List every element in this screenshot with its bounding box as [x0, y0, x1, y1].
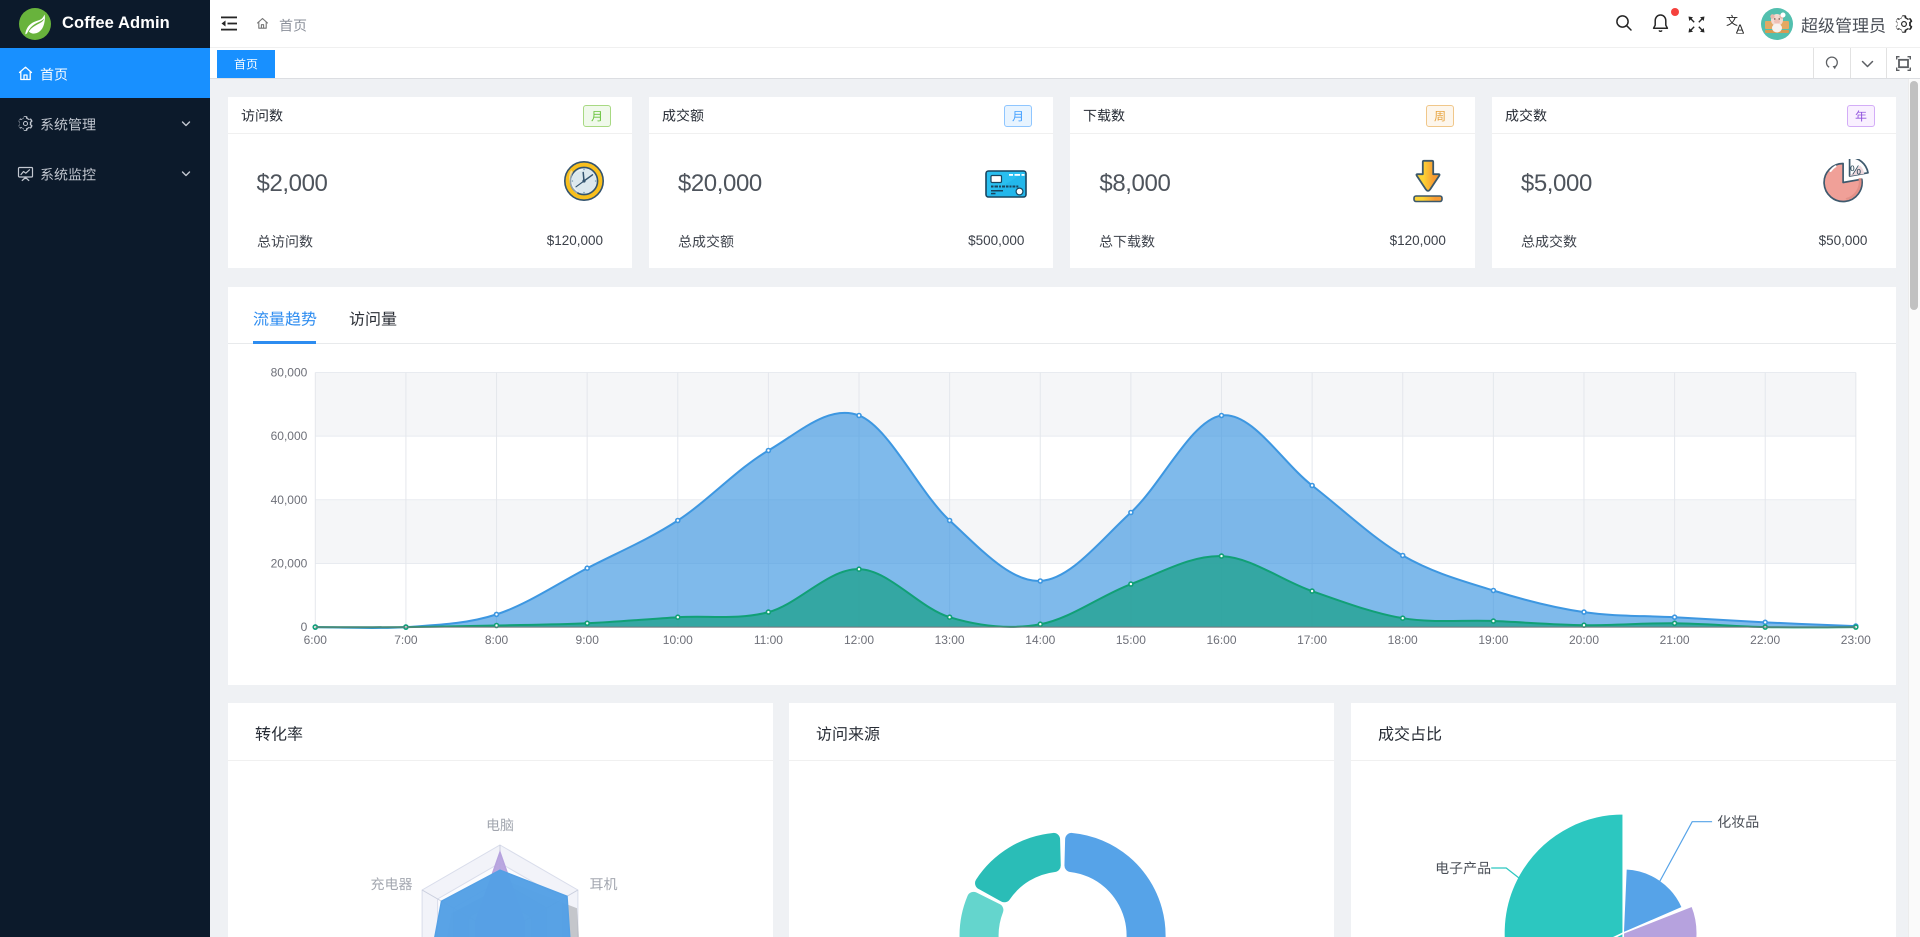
svg-text:23:00: 23:00	[1840, 633, 1870, 647]
svg-text:16:00: 16:00	[1206, 633, 1236, 647]
svg-text:11:00: 11:00	[753, 633, 782, 647]
svg-text:20,000: 20,000	[270, 556, 307, 570]
svg-text:22:00: 22:00	[1750, 633, 1780, 647]
svg-text:19:00: 19:00	[1478, 633, 1508, 647]
svg-text:0: 0	[300, 620, 307, 634]
svg-text:21:00: 21:00	[1659, 633, 1689, 647]
svg-text:13:00: 13:00	[934, 633, 964, 647]
svg-text:15:00: 15:00	[1115, 633, 1145, 647]
svg-text:6:00: 6:00	[303, 633, 327, 647]
svg-text:9:00: 9:00	[575, 633, 599, 647]
svg-text:7:00: 7:00	[394, 633, 418, 647]
svg-text:40,000: 40,000	[270, 492, 307, 506]
svg-text:%: %	[1850, 164, 1861, 178]
svg-text:60,000: 60,000	[270, 429, 307, 443]
svg-text:20:00: 20:00	[1568, 633, 1598, 647]
svg-text:14:00: 14:00	[1025, 633, 1055, 647]
svg-text:10:00: 10:00	[662, 633, 692, 647]
svg-text:17:00: 17:00	[1297, 633, 1327, 647]
svg-text:80,000: 80,000	[270, 365, 307, 379]
svg-text:A: A	[1736, 22, 1744, 34]
svg-text:8:00: 8:00	[484, 633, 508, 647]
svg-text:12:00: 12:00	[843, 633, 873, 647]
svg-text:18:00: 18:00	[1387, 633, 1417, 647]
